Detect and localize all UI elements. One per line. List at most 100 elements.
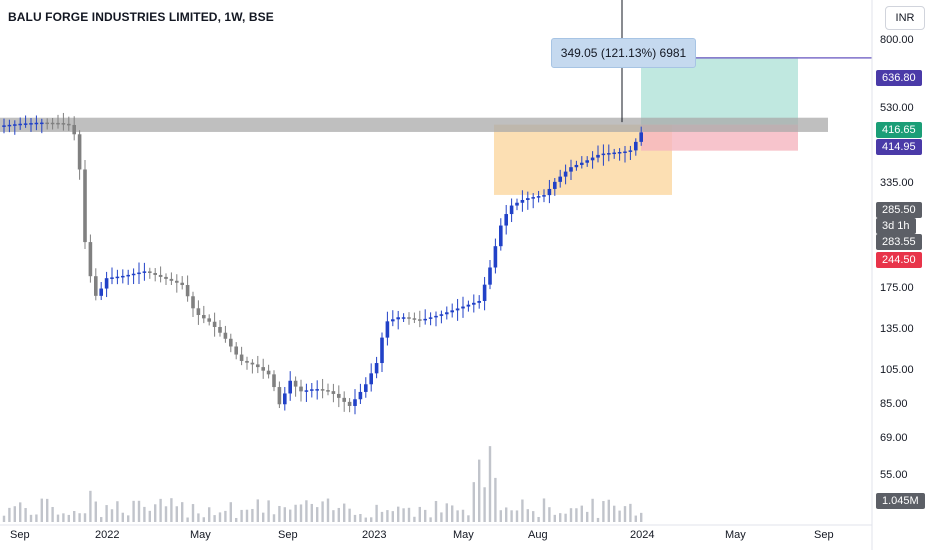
- currency-button[interactable]: INR: [885, 6, 925, 30]
- volume-bar: [375, 504, 378, 522]
- candle-body: [439, 314, 444, 316]
- volume-bar: [461, 509, 465, 522]
- measure-label: 349.05 (121.13%) 6981: [551, 38, 696, 68]
- volume-bar: [413, 516, 416, 522]
- volume-bar: [451, 505, 454, 522]
- candle-body: [72, 124, 76, 135]
- candle-body: [40, 122, 44, 125]
- volume-bar: [208, 507, 211, 522]
- candle-body: [288, 380, 292, 394]
- candle-body: [412, 318, 417, 320]
- volume-bar: [56, 514, 60, 522]
- volume-bar: [100, 517, 103, 522]
- candle-body: [385, 321, 390, 338]
- candle-body: [596, 154, 600, 158]
- volume-bar: [245, 509, 249, 522]
- candle-body: [482, 284, 487, 301]
- candle-body: [434, 315, 438, 318]
- candle-body: [202, 315, 206, 319]
- candle-body: [207, 318, 211, 322]
- volume-bar: [251, 508, 254, 522]
- candle-body: [563, 171, 568, 177]
- candle-body: [153, 272, 157, 275]
- volume-bar: [602, 501, 605, 522]
- chart-title: BALU FORGE INDUSTRIES LIMITED, 1W, BSE: [8, 10, 274, 24]
- candle-body: [234, 346, 238, 355]
- volume-layer: [2, 446, 643, 522]
- candle-body: [293, 380, 298, 387]
- candle-body: [445, 312, 449, 315]
- candle-body: [520, 199, 525, 203]
- y-tick-label: 175.00: [880, 282, 914, 294]
- volume-bar: [386, 510, 389, 522]
- volume-bar: [197, 513, 200, 522]
- volume-bar: [240, 509, 243, 522]
- candle-body: [623, 151, 627, 154]
- volume-bar: [515, 510, 519, 522]
- candle-body: [212, 321, 217, 327]
- volume-bar: [202, 517, 205, 522]
- volume-bar: [40, 498, 43, 522]
- volume-bar: [526, 509, 529, 522]
- candle-body: [266, 370, 271, 375]
- candle-body: [569, 167, 573, 172]
- volume-bar: [8, 507, 11, 522]
- volume-bar: [564, 513, 567, 522]
- candle-body: [515, 202, 519, 206]
- entry-price-tag: 283.55: [876, 234, 922, 250]
- candle-body: [326, 390, 330, 392]
- candle-body: [283, 393, 287, 405]
- volume-bar: [488, 446, 492, 522]
- candle-body: [580, 162, 584, 165]
- candle-body: [13, 124, 17, 126]
- candle-body: [169, 278, 174, 281]
- candle-body: [617, 152, 622, 154]
- candle-body: [391, 319, 395, 322]
- volume-bar: [542, 498, 546, 522]
- tp-line-tag: 414.95: [876, 139, 922, 155]
- volume-bar: [623, 506, 627, 522]
- volume-bar: [634, 515, 637, 522]
- volume-bar: [78, 513, 81, 522]
- candle-body: [126, 274, 130, 277]
- candle-body: [407, 317, 411, 319]
- volume-bar: [364, 517, 367, 522]
- candle-body: [423, 318, 427, 321]
- volume-bar: [380, 511, 384, 522]
- candle-body: [229, 338, 233, 347]
- volume-bar: [440, 512, 443, 522]
- candle-body: [396, 317, 400, 320]
- volume-bar: [429, 517, 432, 522]
- candle-body: [364, 384, 368, 392]
- volume-bar: [35, 514, 38, 522]
- y-tick-label: 85.00: [880, 398, 908, 410]
- candle-body: [99, 288, 103, 296]
- candle-body: [245, 360, 249, 363]
- x-tick-label: 2023: [362, 529, 387, 541]
- volume-bar: [607, 499, 610, 522]
- candle-body: [34, 122, 39, 125]
- candle-body: [185, 285, 190, 297]
- candle-body: [358, 391, 363, 400]
- volume-bar: [640, 512, 643, 522]
- volume-bar: [391, 511, 394, 522]
- x-tick-label: Aug: [528, 529, 548, 541]
- volume-bar: [24, 508, 27, 522]
- volume-bar: [575, 508, 578, 522]
- candle-body: [466, 304, 471, 307]
- candle-body: [61, 123, 66, 125]
- candle-body: [83, 169, 87, 243]
- y-tick-label: 530.00: [880, 102, 914, 114]
- candle-body: [148, 271, 152, 273]
- volume-bar: [283, 507, 286, 522]
- volume-bar: [148, 510, 151, 522]
- volume-bar: [127, 515, 130, 522]
- volume-bar: [121, 512, 124, 522]
- volume-bar: [596, 517, 600, 522]
- candle-body: [380, 337, 384, 364]
- candle-body: [401, 317, 406, 319]
- candle-body: [509, 205, 514, 215]
- candle-body: [493, 246, 498, 268]
- target-price-tag: 636.80: [876, 70, 922, 86]
